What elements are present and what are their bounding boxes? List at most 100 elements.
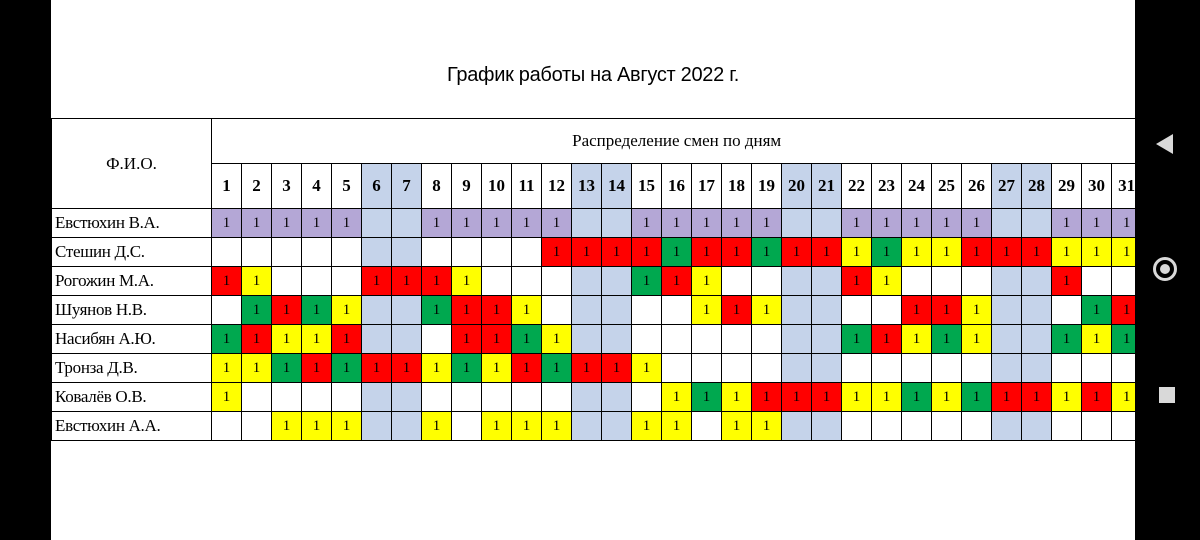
recent-apps-icon[interactable] <box>1159 387 1175 403</box>
shift-cell[interactable] <box>361 324 392 354</box>
shift-cell[interactable]: 1 <box>751 208 782 238</box>
shift-cell[interactable]: 1 <box>271 295 302 325</box>
shift-cell[interactable] <box>541 266 572 296</box>
shift-cell[interactable]: 1 <box>421 411 452 441</box>
shift-cell[interactable] <box>901 411 932 441</box>
shift-cell[interactable] <box>331 382 362 412</box>
shift-cell[interactable]: 1 <box>961 295 992 325</box>
shift-cell[interactable]: 1 <box>631 208 662 238</box>
shift-cell[interactable] <box>631 295 662 325</box>
shift-cell[interactable]: 1 <box>1081 208 1112 238</box>
shift-cell[interactable]: 1 <box>631 237 662 267</box>
employee-name[interactable]: Стешин Д.С. <box>51 237 212 267</box>
shift-cell[interactable]: 1 <box>421 295 452 325</box>
shift-cell[interactable] <box>271 382 302 412</box>
shift-cell[interactable]: 1 <box>601 237 632 267</box>
shift-cell[interactable] <box>811 324 842 354</box>
shift-cell[interactable]: 1 <box>931 324 962 354</box>
shift-cell[interactable] <box>571 208 602 238</box>
shift-cell[interactable]: 1 <box>241 208 272 238</box>
shift-cell[interactable] <box>931 266 962 296</box>
shift-cell[interactable]: 1 <box>901 237 932 267</box>
shift-cell[interactable] <box>1081 411 1112 441</box>
shift-cell[interactable] <box>571 382 602 412</box>
shift-cell[interactable]: 1 <box>931 382 962 412</box>
shift-cell[interactable]: 1 <box>331 324 362 354</box>
shift-cell[interactable]: 1 <box>841 237 872 267</box>
shift-cell[interactable]: 1 <box>1081 295 1112 325</box>
shift-cell[interactable] <box>1081 266 1112 296</box>
shift-cell[interactable] <box>841 411 872 441</box>
employee-name[interactable]: Евстюхин В.А. <box>51 208 212 238</box>
shift-cell[interactable]: 1 <box>301 353 332 383</box>
shift-cell[interactable] <box>721 266 752 296</box>
shift-cell[interactable]: 1 <box>271 208 302 238</box>
shift-cell[interactable]: 1 <box>451 295 482 325</box>
shift-cell[interactable]: 1 <box>331 353 362 383</box>
shift-cell[interactable]: 1 <box>241 353 272 383</box>
shift-cell[interactable] <box>601 411 632 441</box>
shift-cell[interactable] <box>631 324 662 354</box>
shift-cell[interactable] <box>541 382 572 412</box>
shift-cell[interactable] <box>871 295 902 325</box>
shift-cell[interactable] <box>991 324 1022 354</box>
shift-cell[interactable]: 1 <box>511 411 542 441</box>
shift-cell[interactable] <box>991 266 1022 296</box>
shift-cell[interactable]: 1 <box>541 208 572 238</box>
shift-cell[interactable]: 1 <box>901 208 932 238</box>
shift-cell[interactable] <box>361 208 392 238</box>
shift-cell[interactable]: 1 <box>361 266 392 296</box>
shift-cell[interactable] <box>361 382 392 412</box>
home-icon[interactable] <box>1153 257 1177 281</box>
shift-cell[interactable] <box>391 295 422 325</box>
shift-cell[interactable] <box>361 237 392 267</box>
shift-cell[interactable]: 1 <box>1081 382 1112 412</box>
employee-name[interactable]: Рогожин М.А. <box>51 266 212 296</box>
shift-cell[interactable]: 1 <box>931 208 962 238</box>
shift-cell[interactable] <box>241 411 272 441</box>
shift-cell[interactable] <box>781 411 812 441</box>
shift-cell[interactable]: 1 <box>691 208 722 238</box>
shift-cell[interactable]: 1 <box>871 266 902 296</box>
shift-cell[interactable] <box>1051 353 1082 383</box>
shift-cell[interactable]: 1 <box>481 411 512 441</box>
shift-cell[interactable]: 1 <box>541 353 572 383</box>
shift-cell[interactable]: 1 <box>241 266 272 296</box>
shift-cell[interactable] <box>541 295 572 325</box>
shift-cell[interactable] <box>691 353 722 383</box>
shift-cell[interactable]: 1 <box>991 237 1022 267</box>
shift-cell[interactable]: 1 <box>451 266 482 296</box>
shift-cell[interactable]: 1 <box>211 324 242 354</box>
shift-cell[interactable] <box>991 295 1022 325</box>
shift-cell[interactable]: 1 <box>841 324 872 354</box>
shift-cell[interactable]: 1 <box>811 382 842 412</box>
shift-cell[interactable]: 1 <box>871 324 902 354</box>
shift-cell[interactable]: 1 <box>211 208 242 238</box>
back-icon[interactable] <box>1156 134 1173 154</box>
shift-cell[interactable]: 1 <box>511 208 542 238</box>
shift-cell[interactable]: 1 <box>631 353 662 383</box>
shift-cell[interactable] <box>661 324 692 354</box>
shift-cell[interactable] <box>721 353 752 383</box>
shift-cell[interactable]: 1 <box>511 324 542 354</box>
shift-cell[interactable] <box>1021 324 1052 354</box>
shift-cell[interactable]: 1 <box>1051 266 1082 296</box>
shift-cell[interactable]: 1 <box>751 295 782 325</box>
shift-cell[interactable] <box>931 411 962 441</box>
shift-cell[interactable]: 1 <box>511 295 542 325</box>
shift-cell[interactable] <box>241 382 272 412</box>
employee-name[interactable]: Тронза Д.В. <box>51 353 212 383</box>
shift-cell[interactable]: 1 <box>1051 324 1082 354</box>
shift-cell[interactable] <box>991 411 1022 441</box>
shift-cell[interactable] <box>811 411 842 441</box>
shift-cell[interactable] <box>511 382 542 412</box>
shift-cell[interactable] <box>691 324 722 354</box>
shift-cell[interactable]: 1 <box>361 353 392 383</box>
shift-cell[interactable]: 1 <box>631 411 662 441</box>
shift-cell[interactable] <box>571 411 602 441</box>
shift-cell[interactable]: 1 <box>481 324 512 354</box>
shift-cell[interactable]: 1 <box>811 237 842 267</box>
shift-cell[interactable] <box>931 353 962 383</box>
shift-cell[interactable] <box>751 324 782 354</box>
shift-cell[interactable] <box>571 324 602 354</box>
